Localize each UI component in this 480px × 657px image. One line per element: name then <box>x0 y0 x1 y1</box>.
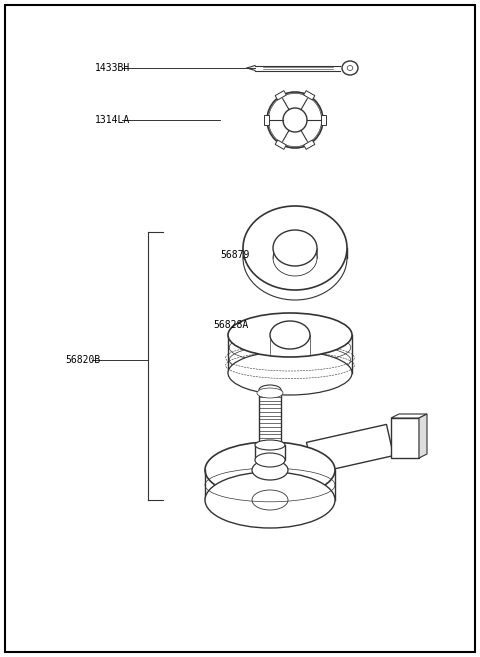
Ellipse shape <box>228 313 352 357</box>
Ellipse shape <box>252 460 288 480</box>
Polygon shape <box>321 115 326 125</box>
Ellipse shape <box>257 388 283 398</box>
Text: 56820B: 56820B <box>65 355 100 365</box>
Polygon shape <box>275 91 287 100</box>
Text: 1314LA: 1314LA <box>95 115 130 125</box>
Ellipse shape <box>259 385 281 395</box>
Ellipse shape <box>228 351 352 395</box>
Text: 56879: 56879 <box>220 250 250 260</box>
Ellipse shape <box>283 108 307 132</box>
Ellipse shape <box>243 216 347 300</box>
Ellipse shape <box>243 206 347 290</box>
Ellipse shape <box>255 440 285 450</box>
Polygon shape <box>304 140 315 149</box>
Ellipse shape <box>252 490 288 510</box>
Polygon shape <box>391 414 427 418</box>
Bar <box>259 390 281 445</box>
Ellipse shape <box>267 92 323 148</box>
Text: 56828A: 56828A <box>213 320 248 330</box>
Polygon shape <box>304 91 315 100</box>
Polygon shape <box>307 424 394 474</box>
Ellipse shape <box>205 472 335 528</box>
Ellipse shape <box>347 66 353 70</box>
Ellipse shape <box>255 453 285 467</box>
Polygon shape <box>275 140 287 149</box>
Ellipse shape <box>342 61 358 75</box>
Ellipse shape <box>270 321 310 349</box>
Text: 1433BH: 1433BH <box>95 63 130 73</box>
Bar <box>391 418 419 458</box>
Ellipse shape <box>205 442 335 498</box>
Polygon shape <box>264 115 269 125</box>
Ellipse shape <box>273 240 317 276</box>
Bar <box>255 445 285 460</box>
Ellipse shape <box>273 230 317 266</box>
Polygon shape <box>419 414 427 458</box>
